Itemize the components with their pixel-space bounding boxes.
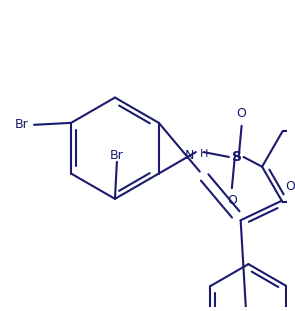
Text: H: H: [200, 149, 208, 159]
Text: Br: Br: [110, 150, 124, 162]
Text: Br: Br: [14, 118, 28, 131]
Text: O: O: [286, 180, 295, 193]
Text: O: O: [237, 107, 247, 120]
Text: N: N: [184, 149, 194, 162]
Text: O: O: [227, 194, 237, 207]
Text: S: S: [232, 150, 242, 164]
